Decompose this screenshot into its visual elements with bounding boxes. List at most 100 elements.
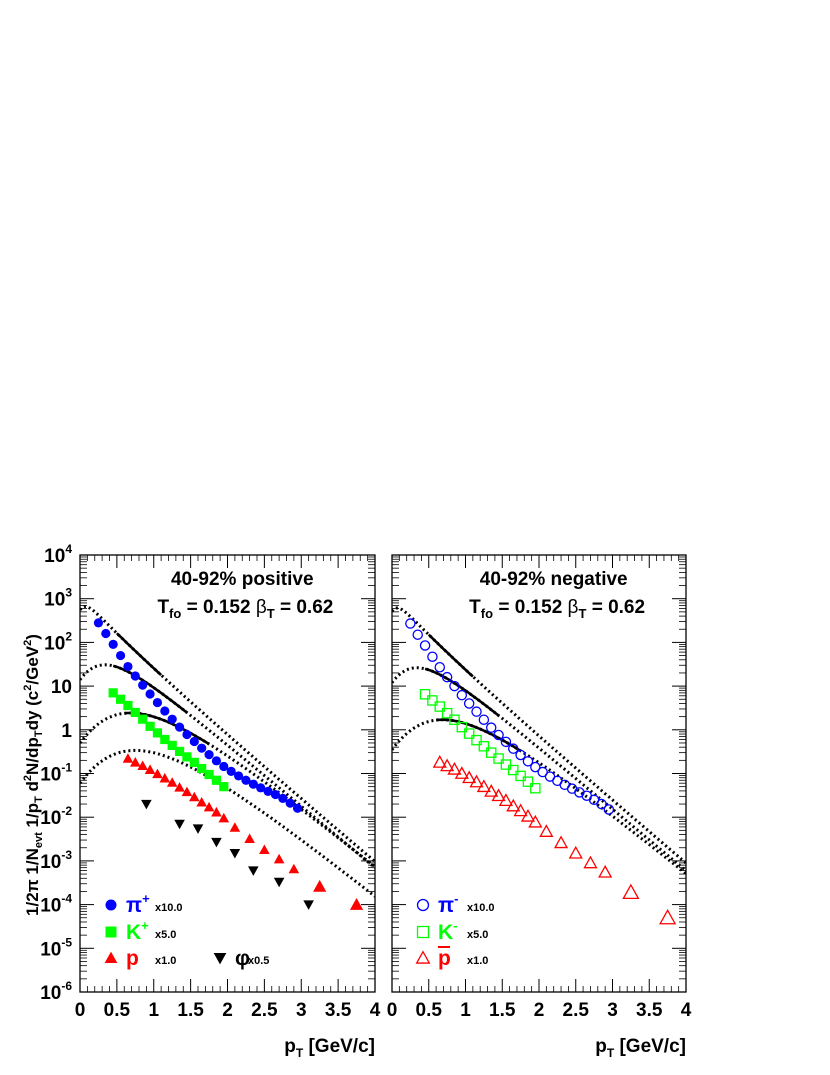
data-point (166, 777, 178, 787)
data-point (522, 776, 534, 787)
x-tick-label: 4 (681, 1000, 692, 1021)
x-tick-label: 2.5 (251, 1000, 278, 1021)
fit-curve-solid (424, 667, 500, 717)
data-point (349, 897, 364, 910)
legend: π-x10.0 K-x5.0 p x1.0 (415, 891, 495, 970)
data-point (174, 722, 185, 732)
series-0 (93, 618, 303, 813)
x-tick-label: 2 (222, 1000, 233, 1021)
data-point (273, 877, 285, 888)
legend-label: p (438, 947, 451, 970)
data-point (219, 761, 229, 772)
data-point (463, 698, 475, 709)
panel-params: Tfo = 0.152 βT = 0.62 (469, 597, 645, 621)
y-tick-label: 104 (44, 542, 72, 567)
data-point (278, 793, 288, 803)
data-point (167, 740, 177, 750)
data-point (241, 775, 251, 785)
model-curves (392, 606, 686, 875)
y-tick-label: 10-5 (40, 935, 72, 960)
data-point (485, 747, 497, 758)
data-point (93, 618, 104, 628)
data-point (248, 779, 258, 789)
data-point (270, 789, 281, 800)
data-point (530, 782, 541, 794)
x-tick-label: 3 (607, 1000, 618, 1021)
data-point (441, 707, 453, 719)
data-point (500, 759, 512, 770)
data-point (596, 798, 607, 810)
data-point (583, 855, 598, 869)
data-point (313, 879, 327, 892)
data-point (273, 853, 285, 864)
fit-curve-solid (427, 633, 474, 678)
legend-scale: x10.0 (467, 902, 495, 914)
data-point (530, 761, 541, 773)
data-point (152, 697, 163, 708)
data-point (108, 639, 118, 649)
legend-marker (105, 926, 117, 938)
series-3 (141, 799, 314, 910)
data-point (506, 798, 521, 812)
legend-label: π+ (126, 891, 150, 917)
x-tick-label: 3 (296, 1000, 307, 1021)
shared-labels: 1/2π 1/Nevt 1/pT d2N/dpTdy (c2/GeV2) pT [… (22, 634, 686, 1060)
data-point (137, 760, 148, 771)
series-1 (108, 688, 229, 792)
legend-label: p (126, 947, 139, 970)
data-point (513, 803, 528, 817)
data-point (196, 796, 207, 807)
data-point (229, 848, 241, 859)
x-tick-label: 0.5 (104, 1000, 131, 1021)
y-tick-label: 1 (61, 721, 72, 742)
legend-label: φ (235, 947, 250, 970)
data-point (603, 804, 615, 815)
data-point (181, 786, 193, 797)
data-point (115, 650, 126, 661)
y-tick-label: 102 (44, 629, 72, 654)
y-tick-label: 10-3 (40, 848, 72, 873)
data-point (288, 863, 300, 874)
data-point (197, 763, 207, 774)
x-tick-label: 1 (148, 1000, 159, 1021)
data-point (471, 734, 482, 746)
x-tick-label: 3.5 (325, 1000, 352, 1021)
data-point (515, 770, 526, 782)
data-point (159, 772, 171, 783)
data-point (427, 651, 438, 662)
data-point (189, 791, 200, 802)
data-point (292, 803, 303, 813)
data-point (568, 845, 583, 859)
data-point (522, 756, 534, 767)
data-point (123, 700, 133, 711)
x-tick-label: 2 (534, 1000, 545, 1021)
data-point (419, 689, 431, 700)
data-point (412, 629, 423, 640)
data-point (144, 764, 156, 774)
model-curve-dotted (392, 718, 686, 875)
legend-marker (105, 899, 117, 911)
data-point (434, 661, 446, 673)
x-axis-title: pT [GeV/c] (284, 1036, 375, 1060)
data-point (130, 671, 140, 681)
data-point (226, 766, 236, 776)
legend-scale: x1.0 (467, 955, 488, 967)
legend-label: π- (438, 891, 458, 917)
panel-title: 40-92% positive (171, 569, 314, 590)
data-point (145, 689, 155, 699)
legend-marker (416, 925, 430, 939)
x-tick-label: 3.5 (636, 1000, 663, 1021)
data-point (622, 883, 640, 900)
data-point (174, 782, 185, 792)
legend-label: K+ (126, 918, 149, 944)
data-point (192, 824, 204, 834)
data-point (259, 844, 270, 854)
data-point (471, 706, 482, 717)
legend-marker (104, 951, 118, 964)
data-point (160, 734, 170, 745)
y-tick-label: 10-2 (40, 804, 72, 829)
data-point (449, 714, 460, 725)
data-point (456, 721, 468, 733)
data-point (598, 864, 613, 878)
y-axis-title: 1/2π 1/Nevt 1/pT d2N/dpTdy (c2/GeV2) (22, 634, 45, 916)
